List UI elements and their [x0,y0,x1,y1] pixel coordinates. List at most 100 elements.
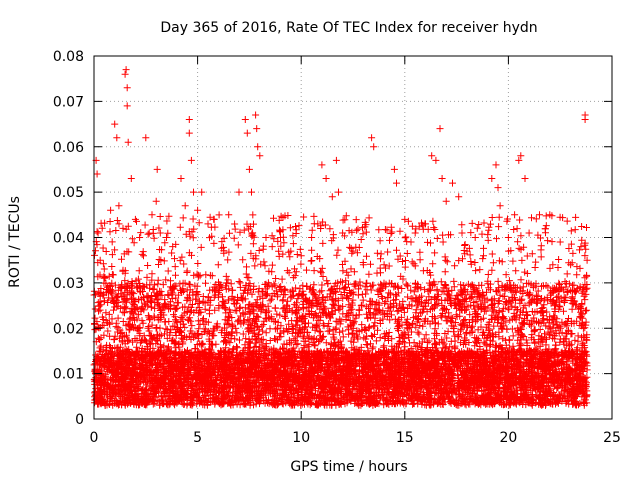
data-point [242,335,250,343]
data-point [319,239,327,247]
data-point [474,302,482,310]
data-point [296,285,304,293]
data-point [442,256,450,264]
data-point [112,227,120,234]
data-point [353,249,361,257]
data-point [209,341,217,349]
data-point [380,261,388,269]
data-point [504,234,512,241]
data-point [412,343,420,351]
data-point [384,248,392,256]
data-point [583,256,591,264]
data-point [297,260,305,268]
data-point [206,213,214,221]
data-point [280,239,288,247]
data-point [377,255,384,263]
data-point [393,179,400,187]
data-point [507,247,515,255]
data-point [451,301,459,309]
data-point [93,241,101,249]
data-point [207,223,215,231]
data-point [469,322,477,330]
data-point [429,260,437,268]
data-point [308,246,316,254]
data-point [375,226,383,234]
data-point [254,143,262,151]
data-point [412,323,420,331]
data-point [222,272,230,280]
data-point [573,271,581,279]
data-point [556,238,564,246]
data-point [347,265,355,273]
data-point [354,225,362,233]
data-point [399,258,406,265]
data-point [495,223,503,231]
data-point [276,311,284,319]
data-point [467,260,475,268]
data-point [99,260,107,268]
data-point [204,220,212,228]
data-point [517,232,525,240]
data-point [372,337,380,345]
data-point [119,224,127,232]
data-point [332,324,340,332]
data-point [234,316,242,324]
data-point [565,280,573,288]
data-point [432,156,440,164]
data-point [142,134,150,142]
data-point [179,303,187,311]
data-point [272,287,280,295]
data-point [98,313,106,321]
data-point [365,305,372,312]
data-point [226,229,233,237]
data-point [548,238,556,246]
data-point [242,270,250,278]
data-point [171,255,178,263]
data-point [274,291,282,299]
data-point [176,223,184,231]
data-point [272,275,280,282]
data-point [220,243,227,251]
data-point [390,165,398,173]
data-point [172,271,179,279]
data-point [294,295,302,303]
data-point [438,175,446,182]
data-point [93,170,101,178]
data-point [181,323,189,331]
data-point [581,116,589,123]
data-point [485,325,493,333]
data-point [400,308,408,316]
data-point [198,188,206,196]
data-point [247,249,255,257]
data-point [385,262,393,270]
data-point [421,298,429,306]
data-point [402,233,410,241]
data-point [335,188,342,196]
data-point [388,311,395,319]
data-point [152,197,160,205]
data-point [163,234,170,241]
data-point [275,216,283,224]
data-point [508,302,516,310]
data-point [118,255,125,263]
data-point [352,243,360,251]
data-point [467,229,475,237]
data-point [230,234,238,242]
data-point [412,294,420,302]
data-point [189,234,197,242]
data-point [243,129,251,137]
data-point [286,224,294,232]
data-point [181,202,189,210]
data-point [536,211,543,219]
data-point [236,336,243,344]
data-point [268,243,276,251]
data-point [428,152,436,160]
data-point [277,242,285,250]
data-point [515,156,523,164]
data-point [168,249,176,257]
data-point [186,232,194,240]
data-point [496,202,504,210]
data-point [275,283,283,291]
data-point [285,248,293,256]
